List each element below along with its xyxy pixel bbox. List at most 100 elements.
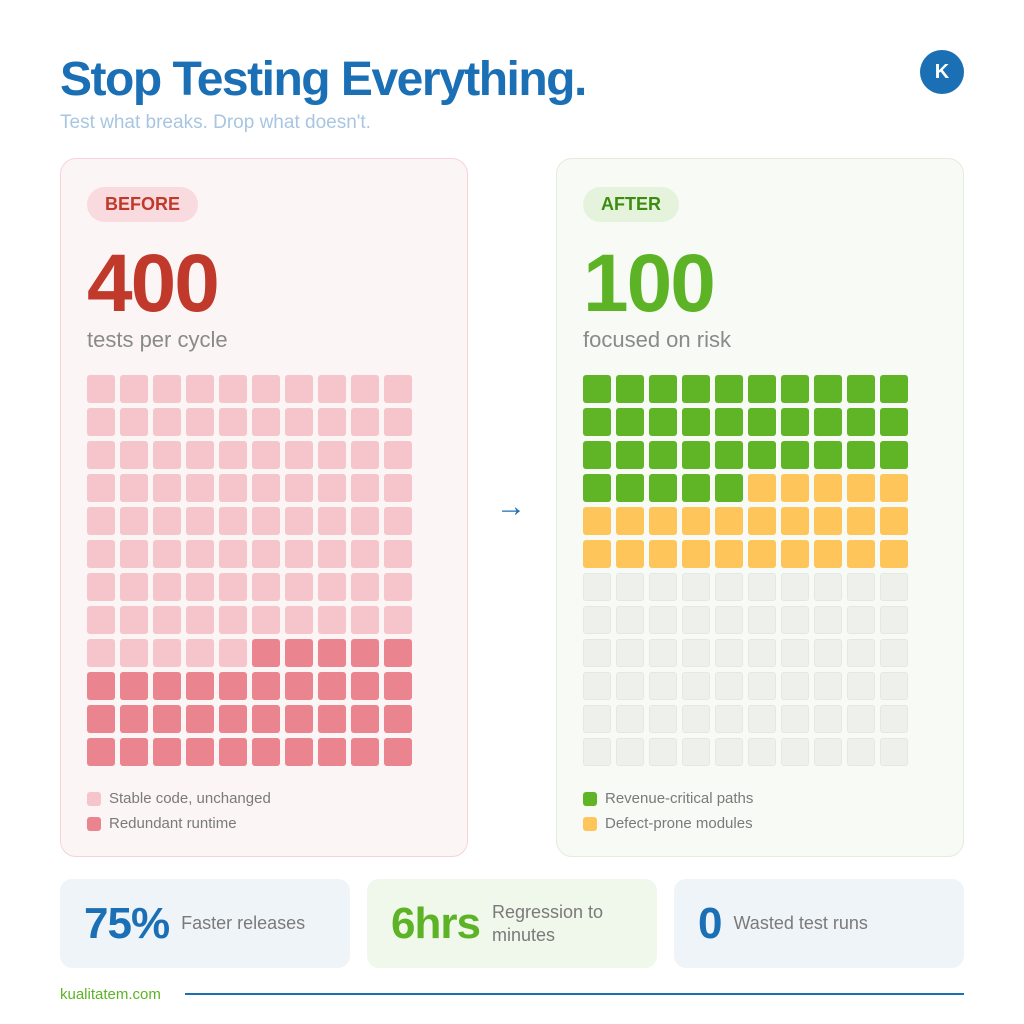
grid-cell-empty	[616, 705, 644, 733]
grid-cell-stable	[351, 441, 379, 469]
grid-cell-empty	[583, 705, 611, 733]
grid-cell-redundant	[351, 738, 379, 766]
before-test-grid	[87, 375, 412, 766]
grid-cell-redundant	[351, 639, 379, 667]
grid-cell-stable	[219, 375, 247, 403]
grid-cell-stable	[252, 540, 280, 568]
grid-cell-empty	[616, 672, 644, 700]
grid-cell-stable	[186, 474, 214, 502]
grid-cell-defect	[616, 540, 644, 568]
grid-cell-redundant	[285, 639, 313, 667]
legend-label-stable: Stable code, unchanged	[109, 790, 271, 807]
grid-cell-defect	[814, 474, 842, 502]
grid-cell-stable	[285, 408, 313, 436]
grid-cell-stable	[285, 375, 313, 403]
grid-cell-stable	[285, 441, 313, 469]
grid-cell-stable	[384, 606, 412, 634]
footer-divider	[185, 993, 964, 995]
grid-cell-empty	[814, 573, 842, 601]
grid-cell-revenue	[715, 474, 743, 502]
grid-cell-empty	[880, 639, 908, 667]
grid-cell-stable	[384, 375, 412, 403]
grid-cell-empty	[880, 606, 908, 634]
grid-cell-stable	[186, 573, 214, 601]
grid-cell-empty	[847, 573, 875, 601]
grid-cell-revenue	[616, 474, 644, 502]
grid-cell-empty	[616, 606, 644, 634]
grid-cell-stable	[351, 540, 379, 568]
before-caption: tests per cycle	[87, 327, 228, 352]
grid-cell-empty	[781, 639, 809, 667]
grid-cell-redundant	[384, 672, 412, 700]
grid-cell-redundant	[87, 672, 115, 700]
grid-cell-redundant	[120, 738, 148, 766]
legend-item-revenue: Revenue-critical paths	[583, 786, 753, 811]
after-test-grid	[583, 375, 908, 766]
grid-cell-empty	[682, 705, 710, 733]
legend-swatch-revenue	[583, 791, 597, 806]
grid-cell-empty	[847, 738, 875, 766]
grid-cell-stable	[153, 507, 181, 535]
grid-cell-stable	[219, 474, 247, 502]
grid-cell-stable	[318, 375, 346, 403]
grid-cell-defect	[649, 540, 677, 568]
grid-cell-revenue	[682, 375, 710, 403]
grid-cell-stable	[120, 639, 148, 667]
grid-cell-redundant	[87, 738, 115, 766]
grid-cell-stable	[351, 606, 379, 634]
grid-cell-stable	[219, 573, 247, 601]
grid-cell-empty	[649, 738, 677, 766]
grid-cell-stable	[351, 375, 379, 403]
grid-cell-stable	[87, 573, 115, 601]
grid-cell-empty	[583, 573, 611, 601]
grid-cell-empty	[715, 573, 743, 601]
grid-cell-stable	[153, 573, 181, 601]
after-badge: AFTER	[583, 187, 679, 222]
legend-label-redundant: Redundant runtime	[109, 815, 237, 832]
grid-cell-stable	[153, 639, 181, 667]
footer-website-link[interactable]: kualitatem.com	[60, 986, 161, 1003]
grid-cell-stable	[219, 639, 247, 667]
grid-cell-revenue	[616, 375, 644, 403]
before-legend: Stable code, unchanged Redundant runtime	[87, 786, 271, 836]
grid-cell-redundant	[384, 705, 412, 733]
grid-cell-defect	[814, 507, 842, 535]
grid-cell-stable	[252, 573, 280, 601]
grid-cell-stable	[153, 408, 181, 436]
grid-cell-empty	[748, 639, 776, 667]
grid-cell-stable	[252, 606, 280, 634]
grid-cell-defect	[748, 540, 776, 568]
grid-cell-stable	[384, 408, 412, 436]
grid-cell-stable	[120, 474, 148, 502]
grid-cell-stable	[318, 573, 346, 601]
grid-cell-empty	[616, 738, 644, 766]
grid-cell-redundant	[318, 705, 346, 733]
grid-cell-defect	[583, 507, 611, 535]
before-panel: BEFORE 400 tests per cycle Stable code, …	[60, 158, 468, 857]
grid-cell-empty	[616, 573, 644, 601]
grid-cell-redundant	[120, 705, 148, 733]
brand-logo[interactable]: K	[920, 50, 964, 94]
grid-cell-revenue	[583, 474, 611, 502]
grid-cell-empty	[715, 606, 743, 634]
grid-cell-stable	[120, 573, 148, 601]
grid-cell-revenue	[880, 408, 908, 436]
grid-cell-empty	[682, 573, 710, 601]
grid-cell-stable	[219, 441, 247, 469]
grid-cell-empty	[847, 705, 875, 733]
grid-cell-empty	[748, 738, 776, 766]
grid-cell-stable	[285, 606, 313, 634]
grid-cell-revenue	[649, 375, 677, 403]
grid-cell-redundant	[186, 705, 214, 733]
grid-cell-empty	[781, 672, 809, 700]
stat-label: Regression to minutes	[491, 901, 604, 945]
grid-cell-defect	[748, 474, 776, 502]
stat-value: 0	[698, 898, 723, 948]
grid-cell-stable	[186, 507, 214, 535]
grid-cell-stable	[186, 540, 214, 568]
grid-cell-redundant	[285, 705, 313, 733]
grid-cell-revenue	[583, 408, 611, 436]
grid-cell-redundant	[252, 738, 280, 766]
grid-cell-defect	[880, 507, 908, 535]
before-test-count: 400	[87, 238, 220, 329]
